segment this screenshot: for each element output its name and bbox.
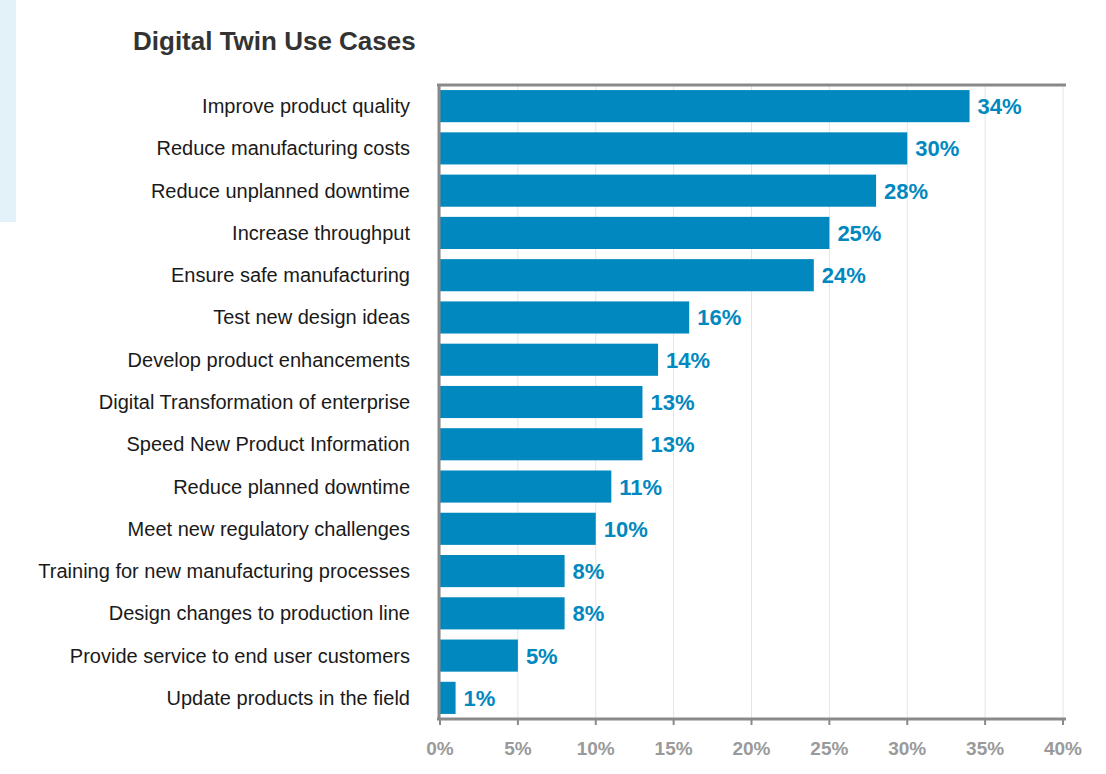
tick-label: 15%	[655, 738, 693, 759]
chart: 0% 5% 10% 15% 20% 25% 30% 35% 40% Improve product…	[0, 0, 1106, 774]
data-labels: 34% 30% 28%25% 24% 16% 14% 13% 13% 11% 10% 8% 8% 5% 1…	[464, 94, 1022, 711]
category-label: Update products in the field	[167, 687, 411, 709]
tick-label: 5%	[504, 738, 532, 759]
data-label: 30%	[915, 136, 959, 161]
bar	[440, 597, 565, 629]
category-label: Digital Transformation of enterprise	[99, 391, 410, 413]
grid-line	[1063, 85, 1064, 719]
category-label: Reduce unplanned downtime	[151, 180, 410, 202]
data-label: 13%	[650, 432, 694, 457]
data-label: 11%	[619, 475, 662, 500]
category-label: Improve product quality	[202, 95, 410, 117]
category-label: Ensure safe manufacturing	[171, 264, 410, 286]
tick-label: 20%	[732, 738, 770, 759]
tick-mark	[439, 719, 441, 725]
category-label: Develop product enhancements	[128, 349, 410, 371]
tick-mark	[595, 719, 597, 725]
bar	[440, 555, 565, 587]
tick-label: 0%	[426, 738, 454, 759]
data-label: 24%	[822, 263, 866, 288]
left-axis-line	[438, 85, 441, 719]
category-label: Training for new manufacturing processes	[38, 560, 410, 582]
title: Digital Twin Use Cases	[133, 26, 416, 56]
data-label: 16%	[697, 305, 741, 330]
data-label: 8%	[573, 559, 605, 584]
data-label: 13%	[650, 390, 694, 415]
category-label: Design changes to production line	[109, 602, 410, 624]
bar	[440, 386, 642, 418]
tick-mark	[751, 719, 753, 725]
category-label: Meet new regulatory challenges	[128, 518, 410, 540]
category-labels: Improve product quality Reduce manufactur…	[38, 95, 410, 709]
bar	[440, 90, 970, 122]
bar	[440, 259, 814, 291]
bar	[440, 301, 689, 333]
top-axis-line	[437, 84, 1066, 87]
bar	[440, 344, 658, 376]
bar	[440, 217, 829, 249]
bar	[440, 682, 456, 714]
tick-mark	[828, 719, 830, 725]
tick-label: 35%	[966, 738, 1004, 759]
data-label: 1%	[464, 686, 496, 711]
data-label: 34%	[978, 94, 1022, 119]
category-label: Speed New Product Information	[127, 433, 411, 455]
data-label: 14%	[666, 348, 710, 373]
bar	[440, 640, 518, 672]
tick-label: 25%	[810, 738, 848, 759]
tick-label: 10%	[577, 738, 615, 759]
bar	[440, 513, 596, 545]
category-label: Reduce planned downtime	[173, 476, 410, 498]
data-label: 5%	[526, 644, 558, 669]
data-label: 25%	[837, 221, 881, 246]
category-label: Test new design ideas	[213, 306, 410, 328]
category-label: Provide service to end user customers	[70, 645, 410, 667]
grid-line	[985, 85, 986, 719]
side-strip	[0, 0, 16, 222]
axes: 0% 5% 10% 15% 20% 25% 30% 35% 40%	[426, 85, 1082, 759]
data-label: 10%	[604, 517, 648, 542]
data-label: 28%	[884, 179, 928, 204]
tick-mark	[673, 719, 675, 725]
bar	[440, 175, 876, 207]
bar	[440, 428, 642, 460]
bar	[440, 470, 611, 502]
tick-mark	[517, 719, 519, 725]
tick-label: 40%	[1044, 738, 1082, 759]
tick-label: 30%	[888, 738, 926, 759]
grid-line	[440, 85, 441, 719]
category-label: Increase throughput	[232, 222, 410, 244]
tick-mark	[906, 719, 908, 725]
bar	[440, 132, 907, 164]
category-label: Reduce manufacturing costs	[157, 137, 410, 159]
tick-mark	[984, 719, 986, 725]
bars	[440, 90, 970, 714]
data-label: 8%	[573, 601, 605, 626]
tick-mark	[1062, 719, 1064, 725]
grid	[440, 85, 1063, 719]
